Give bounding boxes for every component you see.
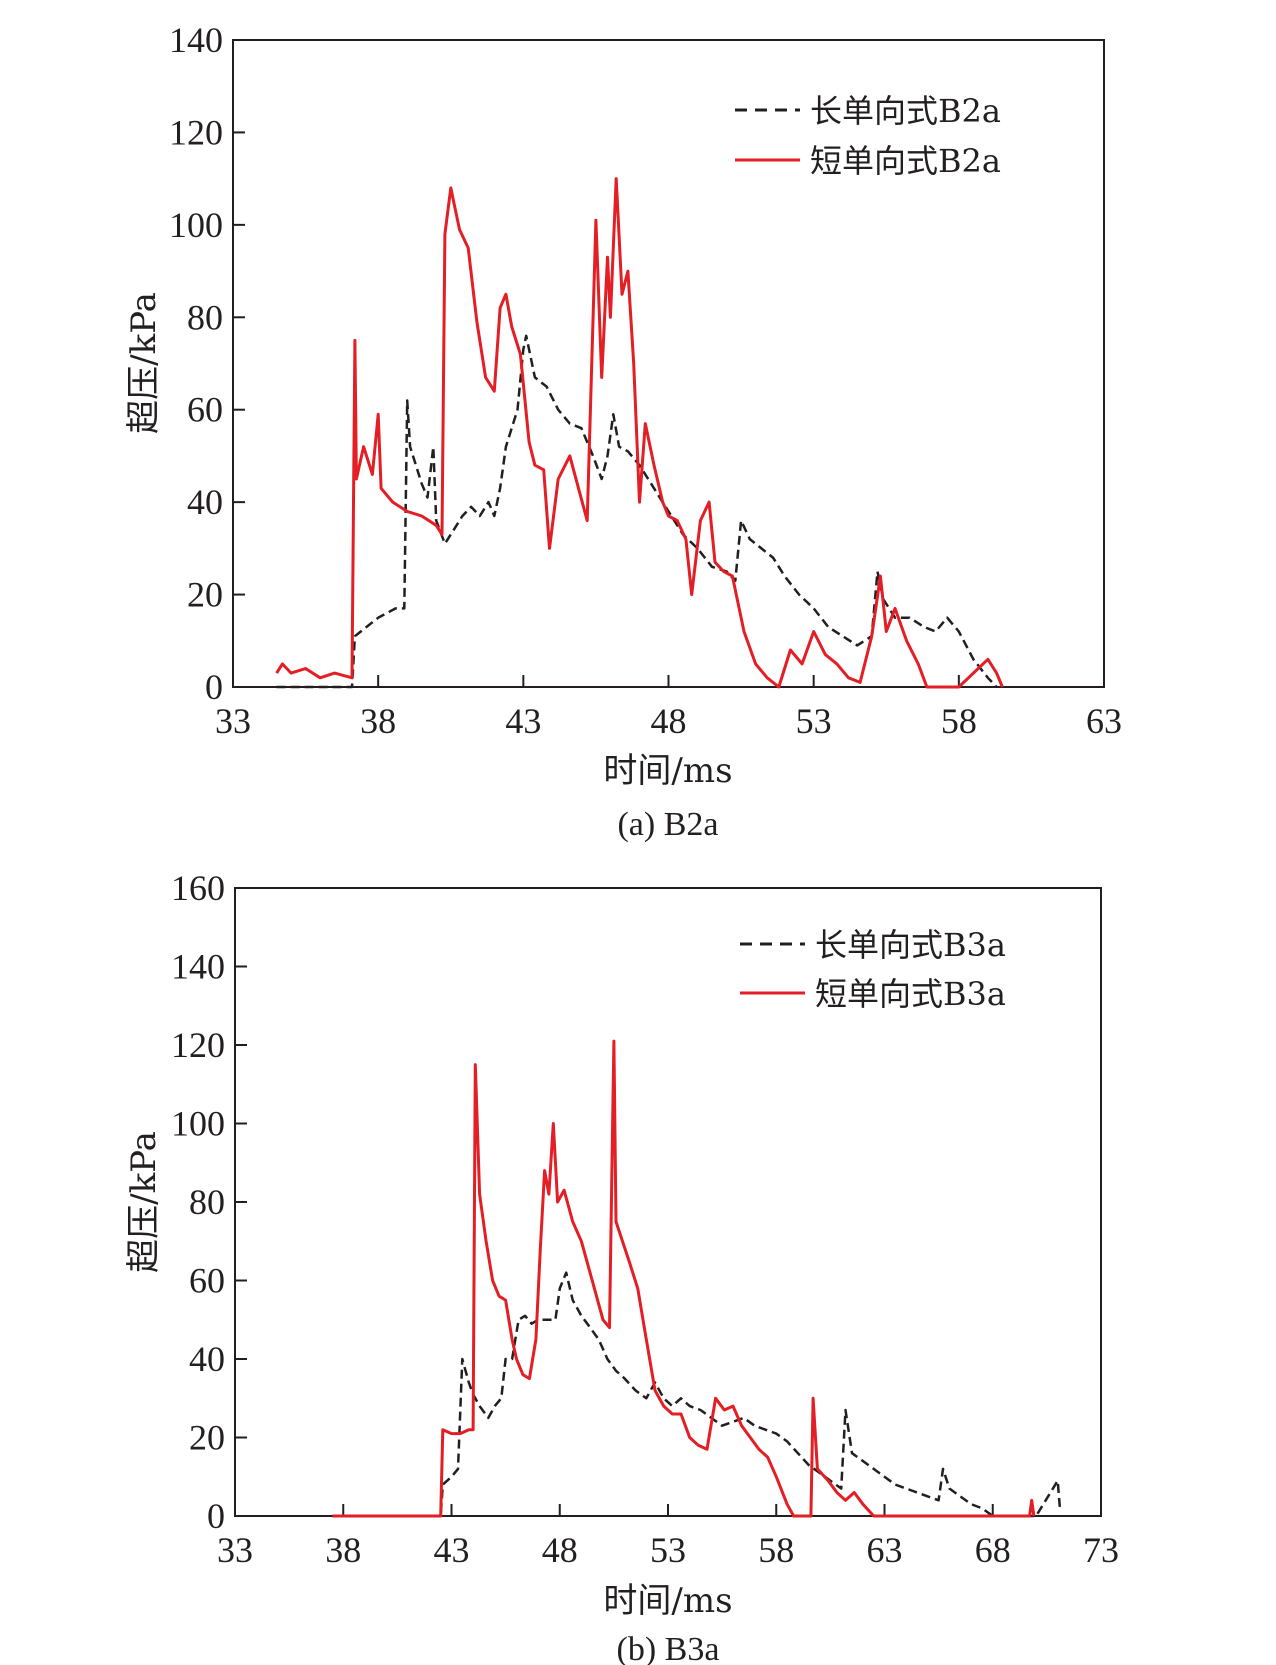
x-tick-label: 33: [217, 1530, 253, 1570]
x-tick-label: 43: [505, 701, 541, 741]
x-tick-label: 33: [215, 701, 251, 741]
y-tick-label: 140: [171, 947, 225, 987]
chart-panel-b3a: 0 20 40 60 80 100 120 140 160 33 38 43 48 53 58 63 68 73…: [124, 868, 1119, 1665]
x-axis-label: 时间/ms: [603, 751, 732, 791]
panel-caption: (b) B3a: [617, 1631, 720, 1665]
y-tick-label: 0: [207, 1496, 225, 1536]
x-axis-ticks: 33 38 43 48 53 58 63: [215, 675, 1122, 741]
legend: 长单向式B3a 短单向式B3a: [740, 926, 1006, 1013]
legend-label-long: 长单向式B2a: [810, 92, 1001, 130]
x-tick-label: 43: [434, 1530, 470, 1570]
x-tick-label: 53: [796, 701, 832, 741]
y-tick-label: 20: [189, 1418, 225, 1458]
legend: 长单向式B2a 短单向式B2a: [735, 92, 1001, 180]
x-tick-label: 38: [360, 701, 396, 741]
y-tick-label: 120: [171, 1025, 225, 1065]
series-line-long: [276, 334, 998, 689]
plot-frame: [232, 39, 1105, 688]
legend-label-long: 长单向式B3a: [815, 926, 1006, 964]
y-axis-ticks: 0 20 40 60 80 100 120 140: [169, 20, 245, 707]
y-tick-label: 100: [171, 1104, 225, 1144]
x-tick-label: 58: [941, 701, 977, 741]
x-tick-label: 68: [975, 1530, 1011, 1570]
panel-caption: (a) B2a: [617, 806, 718, 843]
x-tick-label: 63: [867, 1530, 903, 1570]
y-axis-ticks: 0 20 40 60 80 100 120 140 160: [171, 868, 247, 1536]
y-tick-label: 140: [169, 20, 223, 60]
x-tick-label: 73: [1083, 1530, 1119, 1570]
legend-label-short: 短单向式B2a: [810, 142, 1001, 180]
y-tick-label: 120: [169, 112, 223, 152]
x-tick-label: 48: [542, 1530, 578, 1570]
x-tick-label: 63: [1086, 701, 1122, 741]
y-axis-label: 超压/kPa: [124, 1131, 164, 1273]
x-axis-ticks: 33 38 43 48 53 58 63 68 73: [217, 1504, 1119, 1570]
series-line-short: [332, 1039, 1036, 1518]
x-axis-label: 时间/ms: [603, 1581, 732, 1621]
chart-panel-b2a: 0 20 40 60 80 100 120 140 33 38 43 48 53 58 63 长单向式B2…: [124, 20, 1122, 843]
y-tick-label: 40: [189, 1339, 225, 1379]
y-tick-label: 160: [171, 868, 225, 908]
y-tick-label: 60: [189, 1261, 225, 1301]
x-tick-label: 48: [651, 701, 687, 741]
y-tick-label: 80: [187, 297, 223, 337]
y-tick-label: 40: [187, 482, 223, 522]
y-tick-label: 80: [189, 1182, 225, 1222]
series-lines: [275, 177, 1004, 689]
y-tick-label: 60: [187, 390, 223, 430]
y-tick-label: 20: [187, 575, 223, 615]
y-axis-label: 超压/kPa: [124, 292, 164, 434]
x-tick-label: 53: [650, 1530, 686, 1570]
x-tick-label: 58: [758, 1530, 794, 1570]
series-line-short: [275, 177, 1004, 689]
series-line-long: [332, 1271, 1062, 1518]
y-tick-label: 100: [169, 205, 223, 245]
series-lines: [332, 1039, 1062, 1518]
y-tick-label: 0: [205, 667, 223, 707]
x-tick-label: 38: [325, 1530, 361, 1570]
legend-label-short: 短单向式B3a: [815, 975, 1006, 1013]
